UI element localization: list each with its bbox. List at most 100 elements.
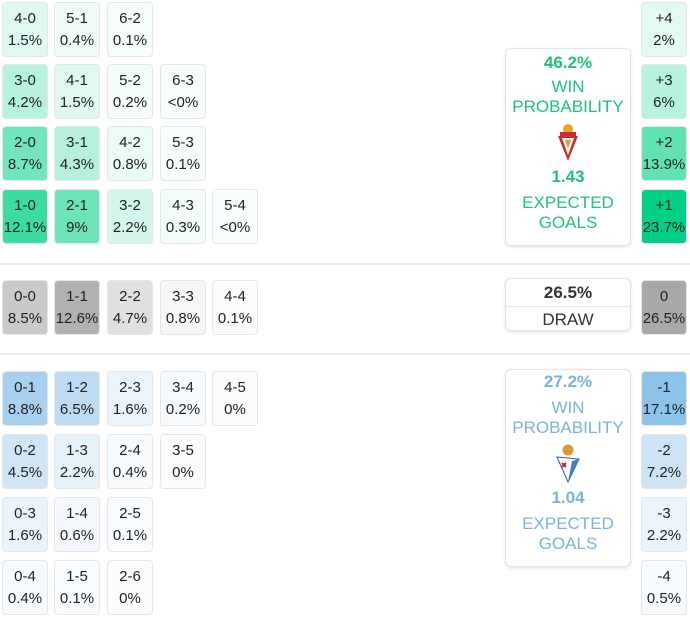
home-team-panel: 46.2% WIN PROBABILITY 1.43 EXPECTED GOAL… [505, 48, 631, 246]
score-cell: 4-0 1.5% [2, 2, 48, 57]
home-xg-label-2: GOALS [538, 213, 598, 232]
score-label: 2-0 [14, 134, 36, 151]
draw-panel: 26.5% DRAW [505, 278, 631, 331]
probability-label: 0.3% [165, 219, 201, 236]
home-xg: 1.43 [551, 167, 585, 186]
score-cell: 3-3 0.8% [160, 280, 206, 335]
score-label: 0-3 [14, 505, 36, 522]
probability-label: 6.5% [59, 401, 95, 418]
probability-label: 1.6% [112, 401, 148, 418]
score-cell: 0-1 8.8% [2, 371, 48, 426]
away-team-panel: 27.2% WIN PROBABILITY 1.04 EXPECTED GOAL… [505, 369, 631, 567]
score-cell: 1-5 0.1% [54, 560, 100, 615]
probability-label: <0% [167, 94, 199, 111]
score-cell: 2-4 0.4% [107, 434, 153, 489]
away-win-pct: 27.2% [543, 372, 593, 391]
probability-label: 0.4% [59, 32, 95, 49]
probability-label: 1.5% [7, 32, 43, 49]
score-cell: 4-5 0% [212, 371, 258, 426]
score-label: -2 [657, 442, 671, 459]
probability-label: 0.1% [217, 310, 253, 327]
score-cell: 2-5 0.1% [107, 497, 153, 552]
margin-cell: -2 7.2% [641, 434, 687, 489]
probability-label: 13.9% [642, 156, 686, 173]
score-label: 4-0 [14, 10, 36, 27]
score-label: 5-2 [119, 72, 141, 89]
probability-label: 9% [66, 219, 88, 236]
score-label: 2-3 [119, 379, 141, 396]
score-cell: 1-3 2.2% [54, 434, 100, 489]
score-cell: 2-2 4.7% [107, 280, 153, 335]
score-label: 4-5 [224, 379, 246, 396]
probability-label: 8.8% [7, 401, 43, 418]
probability-label: 0.8% [165, 310, 201, 327]
margin-cell: +2 13.9% [641, 126, 687, 181]
probability-label: 6% [653, 94, 675, 111]
score-label: 4-2 [119, 134, 141, 151]
score-label: 6-3 [172, 72, 194, 89]
home-win-label: WIN [551, 77, 585, 96]
score-cell: 5-3 0.1% [160, 126, 206, 181]
score-cell: 1-2 6.5% [54, 371, 100, 426]
probability-label: 0% [119, 590, 141, 607]
probability-label: 4.7% [112, 310, 148, 327]
score-label: 1-1 [66, 288, 88, 305]
home-xg-label: EXPECTED [522, 193, 614, 212]
probability-label: 0.2% [112, 94, 148, 111]
probability-label: 0.1% [112, 527, 148, 544]
score-label: 4-4 [224, 288, 246, 305]
away-win-label: WIN [551, 398, 585, 417]
divider [506, 306, 630, 307]
margin-cell: -1 17.1% [641, 371, 687, 426]
score-cell: 3-4 0.2% [160, 371, 206, 426]
score-label: 0-0 [14, 288, 36, 305]
score-cell: 6-3 <0% [160, 64, 206, 119]
probability-label: 2% [653, 32, 675, 49]
score-label: -3 [657, 505, 671, 522]
home-win-pct: 46.2% [543, 53, 593, 72]
score-label: 0-1 [14, 379, 36, 396]
probability-label: 4.5% [7, 464, 43, 481]
score-cell: 4-4 0.1% [212, 280, 258, 335]
probability-label: 8.5% [7, 310, 43, 327]
probability-label: 0.8% [112, 156, 148, 173]
score-label: 3-1 [66, 134, 88, 151]
score-cell: 5-1 0.4% [54, 2, 100, 57]
probability-label: 26.5% [642, 310, 686, 327]
probability-label: 2.2% [59, 464, 95, 481]
score-cell: 2-0 8.7% [2, 126, 48, 181]
score-cell: 3-2 2.2% [107, 189, 153, 244]
score-label: 6-2 [119, 10, 141, 27]
score-cell: 2-6 0% [107, 560, 153, 615]
score-cell: 1-4 0.6% [54, 497, 100, 552]
score-label: 2-4 [119, 442, 141, 459]
margin-cell: +4 2% [641, 2, 687, 57]
probability-label: 12.1% [3, 219, 47, 236]
score-label: 2-1 [66, 197, 88, 214]
away-xg-label: EXPECTED [522, 514, 614, 533]
score-label: -4 [657, 568, 671, 585]
probability-label: 23.7% [642, 219, 686, 236]
draw-label: DRAW [542, 310, 594, 329]
probability-label: 1.6% [7, 527, 43, 544]
score-cell: 6-2 0.1% [107, 2, 153, 57]
score-cell: 4-1 1.5% [54, 64, 100, 119]
away-xg-label-2: GOALS [538, 534, 598, 553]
probability-label: 12.6% [55, 310, 99, 327]
eibar-crest-icon [556, 444, 580, 484]
away-win-label-2: PROBABILITY [512, 418, 624, 437]
score-label: 0-4 [14, 568, 36, 585]
margin-cell: -3 2.2% [641, 497, 687, 552]
score-label: 0-2 [14, 442, 36, 459]
score-cell: 0-3 1.6% [2, 497, 48, 552]
probability-label: 0.2% [165, 401, 201, 418]
probability-label: 8.7% [7, 156, 43, 173]
probability-label: 0.4% [112, 464, 148, 481]
score-label: 1-5 [66, 568, 88, 585]
score-label: 3-5 [172, 442, 194, 459]
score-cell: 1-0 12.1% [2, 189, 48, 244]
probability-label: 4.2% [7, 94, 43, 111]
score-label: 1-4 [66, 505, 88, 522]
score-label: 4-3 [172, 197, 194, 214]
score-cell: 3-1 4.3% [54, 126, 100, 181]
